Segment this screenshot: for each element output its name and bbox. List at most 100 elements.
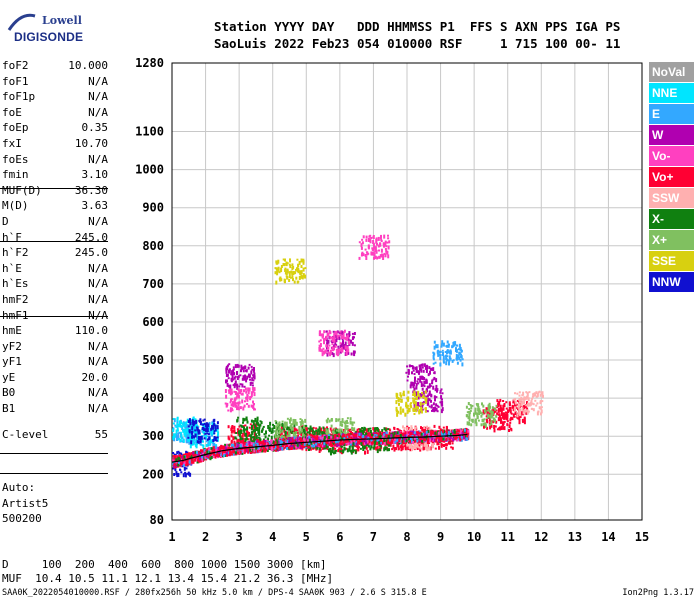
echo-point (270, 435, 273, 440)
echo-point (340, 330, 343, 335)
echo-point (258, 442, 261, 446)
echo-point (291, 429, 294, 434)
echo-point (175, 425, 178, 428)
echo-point (183, 432, 186, 436)
echo-point (527, 397, 530, 402)
echo-point (302, 434, 305, 438)
echo-point (235, 432, 238, 434)
echo-point (297, 434, 299, 437)
echo-point (365, 435, 368, 439)
echo-point (195, 419, 198, 424)
echo-point (185, 460, 188, 464)
echo-point (340, 447, 343, 452)
echo-point (232, 429, 234, 433)
echo-point (457, 355, 460, 359)
echo-point (294, 271, 297, 275)
echo-point (480, 423, 483, 427)
echo-point (254, 441, 257, 444)
echo-point (384, 446, 387, 451)
echo-point (231, 371, 234, 376)
echo-point (308, 438, 311, 442)
echo-point (305, 425, 308, 428)
echo-point (230, 439, 233, 443)
echo-point (288, 430, 291, 435)
echo-point (275, 425, 278, 430)
echo-point (528, 391, 531, 394)
echo-point (232, 378, 235, 381)
echo-point (191, 430, 194, 433)
echo-point (238, 430, 241, 433)
echo-point (240, 364, 243, 369)
echo-point (175, 458, 178, 462)
echo-point (512, 413, 515, 418)
echo-point (343, 447, 346, 451)
echo-point (424, 390, 427, 394)
echo-point (380, 238, 383, 241)
echo-point (412, 392, 415, 396)
param-row: D N/A (2, 214, 108, 230)
echo-point (246, 430, 249, 435)
param-row: hmE 110.0 (2, 323, 108, 339)
echo-point (358, 256, 361, 260)
echo-point (196, 434, 199, 437)
y-tick-label: 800 (142, 239, 164, 253)
echo-point (286, 417, 289, 420)
echo-point (236, 406, 238, 411)
echo-point (197, 440, 200, 444)
echo-point (234, 392, 237, 395)
echo-point (254, 435, 257, 438)
echo-point (344, 424, 347, 428)
param-name: h`F (2, 230, 22, 244)
echo-point (286, 440, 289, 443)
echo-point (201, 428, 204, 433)
echo-point (418, 409, 421, 411)
echo-point (244, 366, 247, 370)
echo-point (412, 385, 415, 389)
echo-point (293, 422, 296, 425)
echo-point (218, 446, 221, 450)
echo-point (327, 332, 330, 337)
autoscaling-info: Auto: Artist5 500200 (2, 480, 48, 527)
echo-point (300, 423, 303, 427)
echo-point (288, 279, 291, 282)
echo-point (525, 409, 527, 413)
echo-point (237, 443, 240, 447)
echo-point (514, 398, 517, 400)
echo-point (283, 437, 286, 440)
echo-point (199, 459, 202, 463)
echo-point (319, 436, 322, 440)
echo-point (435, 403, 438, 407)
echo-point (370, 445, 373, 449)
param-value: 0.35 (81, 121, 109, 135)
echo-point (346, 425, 349, 428)
echo-point (195, 431, 198, 435)
echo-point (537, 391, 540, 394)
echo-point (302, 258, 305, 261)
echo-point (225, 369, 228, 373)
echo-point (518, 398, 521, 401)
echo-point (175, 433, 178, 438)
echo-point (340, 428, 343, 431)
echo-point (514, 392, 516, 395)
echo-point (404, 442, 407, 447)
echo-point (344, 336, 347, 340)
echo-point (249, 448, 252, 452)
echo-point (227, 364, 229, 367)
echo-point (387, 442, 390, 447)
echo-point (407, 369, 410, 374)
echo-point (448, 359, 450, 362)
echo-point (227, 451, 230, 455)
echo-point (420, 406, 423, 411)
x-tick-label: 12 (534, 530, 548, 544)
echo-point (444, 443, 447, 447)
echo-point (327, 339, 330, 344)
echo-point (320, 349, 323, 352)
echo-point (250, 404, 253, 408)
echo-point (320, 333, 323, 337)
echo-point (512, 407, 515, 412)
echo-point (203, 437, 206, 440)
echo-point (515, 403, 518, 406)
echo-point (356, 443, 359, 448)
echo-point (297, 263, 300, 267)
echo-point (213, 427, 216, 430)
